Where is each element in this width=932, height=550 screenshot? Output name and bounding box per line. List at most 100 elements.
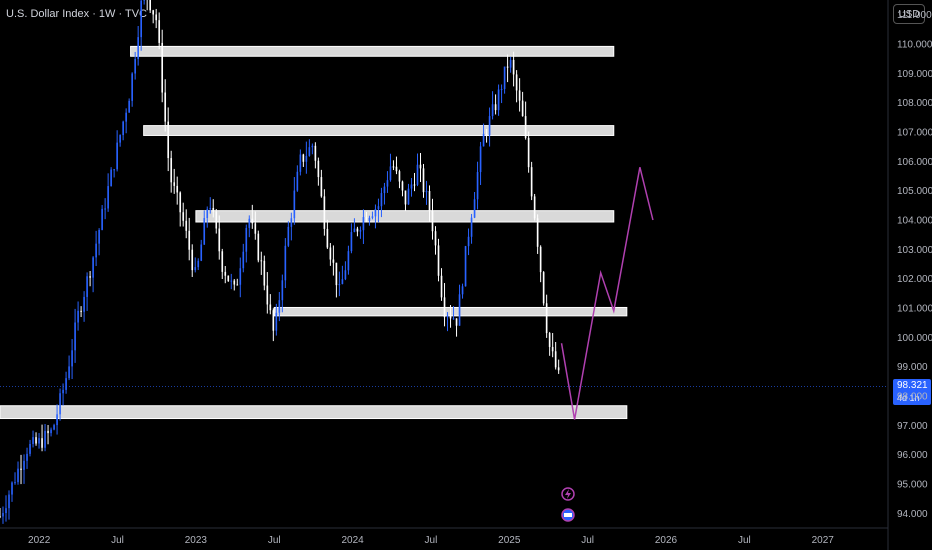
candle-body — [425, 191, 428, 193]
candle-body — [209, 207, 212, 210]
candle-body — [83, 296, 85, 312]
time-tick-label: Jul — [425, 535, 438, 546]
price-tick-label: 101.000 — [897, 304, 932, 315]
price-tick-label: 99.000 — [897, 362, 928, 373]
currency-button[interactable]: USD — [893, 4, 925, 24]
candle-body — [215, 211, 218, 229]
candle-body — [47, 430, 49, 434]
candle-body — [167, 121, 170, 159]
price-tick-label: 108.000 — [897, 98, 932, 109]
candle-body — [131, 73, 133, 101]
candle-body — [341, 279, 344, 285]
last-price-tag: 98.321 4d 1h — [893, 379, 931, 405]
candle-body — [236, 284, 239, 286]
candle-body — [242, 251, 245, 269]
candle-body — [173, 182, 176, 186]
candle-body — [317, 160, 320, 178]
candle-body — [368, 217, 371, 221]
candle-body — [221, 251, 224, 272]
candle-body — [74, 322, 76, 351]
candle-body — [251, 218, 254, 224]
candle-body — [185, 220, 188, 231]
candle-body — [383, 186, 386, 194]
candle-body — [224, 271, 227, 276]
candle-body — [212, 207, 215, 212]
candle-body — [491, 104, 494, 117]
candle-body — [512, 59, 515, 75]
candle-body — [116, 142, 118, 170]
candle-body — [386, 180, 389, 187]
candle-body — [476, 172, 479, 200]
candle-body — [500, 89, 503, 91]
candle-body — [497, 89, 500, 111]
candle-body — [200, 244, 203, 261]
candle-body — [65, 378, 67, 390]
price-tick-label: 103.000 — [897, 245, 932, 256]
candle-body — [359, 230, 362, 232]
price-tick-label: 111.000 — [897, 10, 932, 21]
candle-body — [164, 92, 167, 122]
candle-body — [356, 228, 359, 232]
candle-body — [440, 275, 443, 298]
candle-body — [293, 190, 296, 219]
candle-body — [323, 196, 326, 229]
candle-body — [188, 230, 191, 250]
candle-body — [101, 208, 103, 230]
support-resistance-zone[interactable] — [143, 125, 615, 136]
candle-body — [311, 145, 314, 148]
candle-body — [416, 164, 419, 185]
candle-body — [26, 453, 28, 461]
candle-body — [290, 218, 293, 227]
candle-body — [467, 236, 470, 247]
support-resistance-zone[interactable] — [195, 210, 615, 223]
candle-body — [377, 206, 380, 210]
candle-body — [14, 482, 16, 484]
candle-body — [77, 310, 79, 323]
candle-body — [524, 116, 527, 138]
bar-countdown: 4d 1h — [897, 393, 920, 403]
candle-body — [536, 218, 539, 247]
candle-body — [506, 66, 509, 68]
candle-body — [449, 315, 452, 319]
candle-body — [539, 246, 542, 273]
candle-body — [521, 100, 524, 117]
candle-body — [239, 268, 242, 285]
candle-body — [254, 223, 257, 234]
price-tick-label: 105.000 — [897, 186, 932, 197]
candle-body — [557, 367, 560, 371]
candle-body — [473, 199, 476, 218]
candle-body — [344, 270, 347, 280]
candle-body — [92, 257, 94, 278]
candle-body — [0, 516, 1, 518]
candle-body — [443, 297, 446, 318]
candle-body — [446, 315, 449, 318]
candle-body — [260, 260, 263, 262]
candle-body — [458, 294, 461, 326]
candle-body — [20, 468, 22, 470]
candle-body — [86, 276, 88, 297]
candle-body — [284, 245, 287, 281]
support-resistance-zone[interactable] — [130, 45, 615, 57]
time-tick-label: Jul — [111, 535, 124, 546]
projection-path[interactable] — [560, 167, 654, 420]
price-tick-label: 96.000 — [897, 450, 928, 461]
lightning-icon-glyph — [565, 489, 571, 499]
time-tick-label: 2026 — [655, 535, 678, 546]
candle-body — [452, 318, 455, 320]
candle-body — [41, 438, 43, 448]
candle-body — [191, 249, 194, 271]
candle-body — [299, 154, 302, 172]
price-tick-label: 110.000 — [897, 40, 932, 51]
last-price-value: 98.321 — [897, 380, 928, 391]
support-resistance-zone[interactable] — [0, 405, 628, 420]
candle-body — [125, 112, 127, 122]
time-tick-label: 2025 — [498, 535, 521, 546]
candle-body — [395, 166, 398, 172]
candle-body — [170, 158, 173, 183]
candle-body — [434, 231, 437, 246]
candle-body — [8, 494, 10, 509]
candle-body — [455, 318, 458, 326]
candle-body — [374, 209, 377, 217]
candle-body — [488, 116, 491, 136]
